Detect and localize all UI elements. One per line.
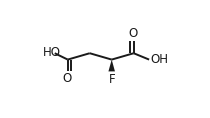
Text: O: O bbox=[128, 27, 138, 40]
Text: O: O bbox=[62, 72, 72, 85]
Text: HO: HO bbox=[43, 46, 61, 59]
Text: OH: OH bbox=[150, 53, 168, 66]
Text: F: F bbox=[108, 73, 115, 86]
Polygon shape bbox=[108, 60, 115, 71]
